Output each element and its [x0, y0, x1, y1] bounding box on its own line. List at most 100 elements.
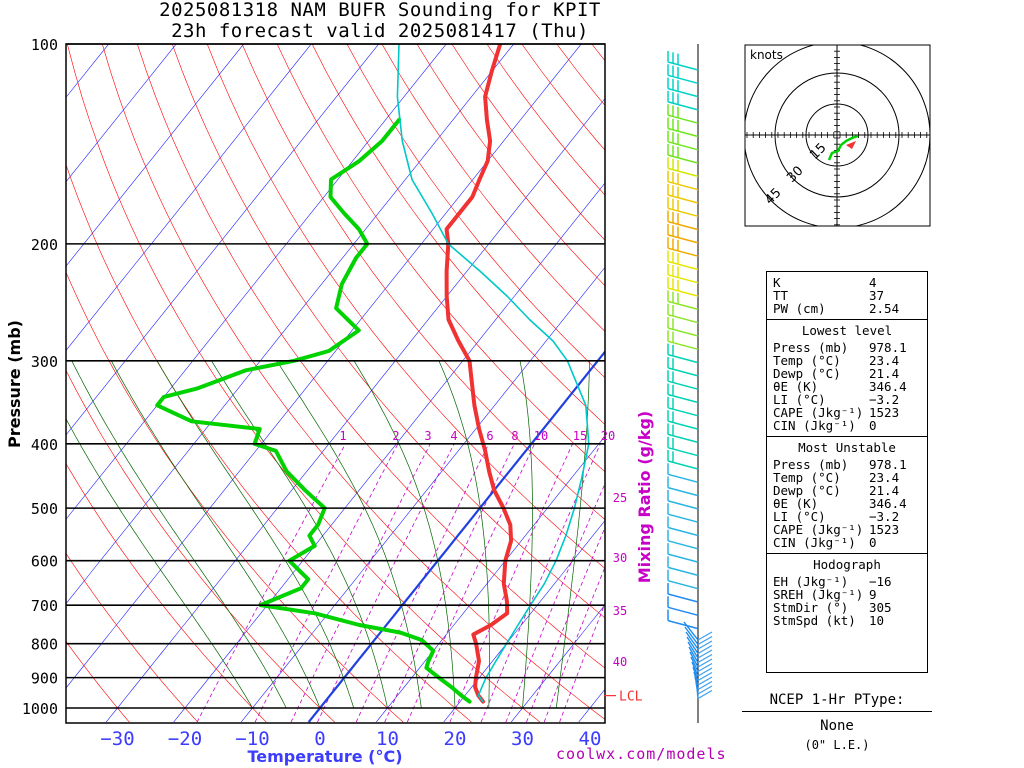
dry-adiabat-line — [66, 163, 472, 723]
index-value: 2.54 — [869, 301, 900, 316]
wind-barb — [685, 631, 713, 650]
dry-adiabat-line — [346, 44, 605, 379]
isotherm-line — [173, 182, 605, 723]
lowest-level-key: Temp (°C) — [773, 353, 841, 368]
most-unstable-key: θE (K) — [773, 496, 819, 511]
wind-barb — [667, 383, 699, 404]
isotherm-line — [375, 435, 605, 723]
dry-adiabat-line — [102, 44, 605, 720]
wind-barb — [667, 197, 699, 218]
most-unstable-row: CAPE (Jkg⁻¹) 1523 — [773, 523, 921, 536]
wind-barb — [667, 569, 699, 590]
most-unstable-key: CAPE (Jkg⁻¹) — [773, 522, 864, 537]
lowest-level-value: 0 — [869, 418, 877, 433]
wind-barb — [667, 450, 699, 470]
index-row: PW (cm) 2.54 — [773, 302, 921, 315]
mixing-ratio-line — [290, 443, 431, 723]
wind-barb — [667, 64, 699, 85]
lowest-level-row: Press (mb) 978.1 — [773, 341, 921, 354]
zero-isotherm — [307, 349, 605, 723]
hodograph-param-value: 10 — [869, 613, 885, 628]
y-tick-label: 900 — [31, 670, 58, 688]
wind-barb — [667, 423, 699, 444]
dry-adiabat-line — [66, 271, 404, 723]
y-tick-label: 400 — [31, 436, 58, 454]
lowest-level-key: CIN (Jkg⁻¹) — [773, 418, 856, 433]
mixing-ratio-axis-label: Mixing Ratio (g/kg) — [635, 411, 654, 583]
most-unstable-value: 978.1 — [869, 457, 907, 472]
mixing-ratio-line — [543, 566, 605, 723]
most-unstable-row: θE (K) 346.4 — [773, 497, 921, 510]
lowest-level-key: CAPE (Jkg⁻¹) — [773, 405, 864, 420]
hodograph-header: Hodograph — [813, 557, 881, 572]
lowest-level-row: Dewp (°C) 21.4 — [773, 367, 921, 380]
dry-adiabat-line — [67, 44, 541, 723]
isotherm-line — [105, 98, 605, 723]
moist-adiabat-line — [353, 360, 456, 709]
dry-adiabat-line — [137, 44, 605, 669]
most-unstable-key: LI (°C) — [773, 509, 826, 524]
dry-adiabat-line — [66, 552, 198, 723]
ptype-box: NCEP 1-Hr PType: None (0" L.E.) — [742, 692, 932, 752]
website-link[interactable]: coolwx.com/models — [556, 745, 727, 763]
dry-adiabat-line — [66, 462, 267, 723]
y-tick-label: 500 — [31, 500, 58, 518]
wind-barb — [667, 489, 699, 510]
x-tick-label: −20 — [168, 728, 202, 750]
mixing-ratio-line — [480, 443, 601, 723]
wind-barb — [684, 626, 713, 646]
wind-barb — [667, 184, 699, 204]
moist-adiabat-line — [211, 360, 388, 709]
x-tick-label: 0 — [314, 728, 325, 750]
lowest-level-value: 346.4 — [869, 379, 907, 394]
most-unstable-value: 346.4 — [869, 496, 907, 511]
dry-adiabat-line — [416, 44, 605, 287]
moist-adiabat-line — [519, 360, 533, 709]
dry-adiabat-line — [451, 44, 605, 241]
lowest-level-section: Lowest level Press (mb) 978.1 Temp (°C) 23.… — [767, 320, 927, 437]
moist-adiabat-line — [438, 360, 490, 708]
hodograph-param-value: −16 — [869, 574, 892, 589]
wind-barb — [689, 651, 713, 668]
wind-barb — [667, 529, 699, 550]
most-unstable-key: Press (mb) — [773, 457, 849, 472]
lowest-level-row: Temp (°C) 23.4 — [773, 354, 921, 367]
ptype-value: None — [820, 718, 854, 734]
mixing-ratio-line — [355, 443, 490, 723]
indices-top-section: K 4 TT 37 PW (cm) 2.54 — [767, 272, 927, 320]
wind-barb — [667, 223, 699, 244]
hodograph-param-key: StmDir (°) — [773, 600, 849, 615]
dry-adiabat-line — [66, 369, 335, 723]
mixing-ratio-label: 20 — [601, 429, 615, 443]
most-unstable-value: 23.4 — [869, 470, 900, 485]
hodograph-param-value: 9 — [869, 587, 877, 602]
mixing-ratio-label: 6 — [486, 429, 493, 443]
mixing-ratio-label: 3 — [424, 429, 431, 443]
wind-barb — [690, 656, 713, 673]
isotherm-line — [66, 44, 379, 436]
wind-barb — [667, 609, 699, 630]
dry-adiabat-line — [241, 44, 605, 521]
hodograph-param-key: EH (Jkg⁻¹) — [773, 574, 849, 589]
wind-barb — [667, 157, 699, 178]
most-unstable-value: 1523 — [869, 522, 900, 537]
most-unstable-key: Dewp (°C) — [773, 483, 841, 498]
wind-barb — [667, 476, 699, 497]
wind-barb — [667, 170, 699, 191]
lowest-level-key: Dewp (°C) — [773, 366, 841, 381]
x-tick-label: 40 — [579, 728, 602, 750]
lowest-level-row: CIN (Jkg⁻¹) 0 — [773, 419, 921, 432]
y-tick-label: 700 — [31, 597, 58, 615]
mixing-ratio-label: 4 — [450, 429, 457, 443]
isotherm-line — [66, 44, 514, 605]
lowest-level-row: θE (K) 346.4 — [773, 380, 921, 393]
lowest-level-key: θE (K) — [773, 379, 819, 394]
ptype-title: NCEP 1-Hr PType: — [742, 692, 932, 712]
wind-barb — [667, 543, 699, 563]
mixing-ratio-label: 40 — [613, 655, 627, 669]
y-axis-label: Pressure (mb) — [5, 320, 24, 448]
hodograph-param-row: SREH (Jkg⁻¹) 9 — [773, 588, 921, 601]
lowest-level-header: Lowest level — [801, 323, 893, 338]
wind-barb — [696, 686, 713, 700]
hodograph-param-value: 305 — [869, 600, 892, 615]
